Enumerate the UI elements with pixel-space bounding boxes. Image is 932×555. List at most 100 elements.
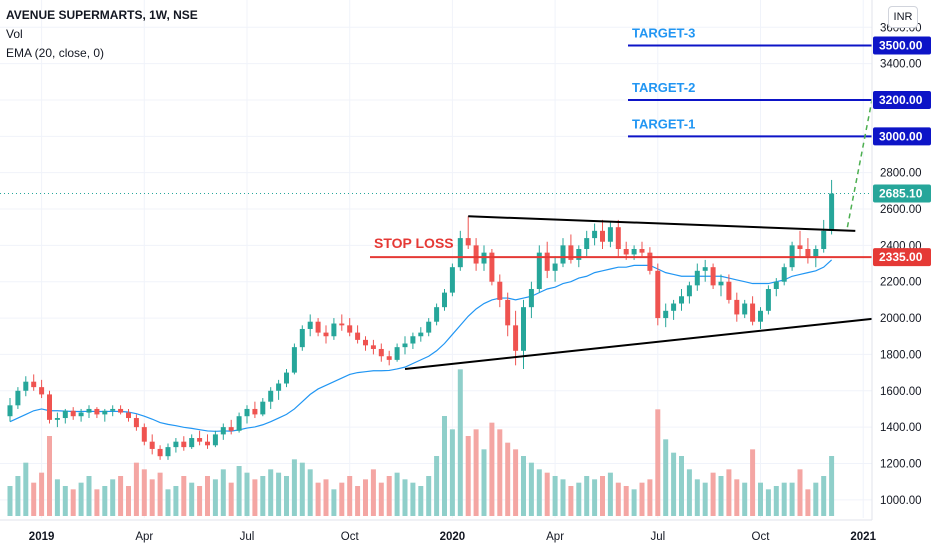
volume-bar [694,479,700,516]
candle [497,274,503,308]
candle [118,405,124,415]
volume-bar [773,486,779,516]
volume-bar [291,459,297,516]
candle [797,230,803,257]
volume-bar [197,486,203,516]
currency-button[interactable]: INR [888,6,918,28]
x-tick-label: Apr [546,531,564,543]
x-tick-label: Oct [341,531,360,543]
y-tick-label: 1400.00 [880,422,922,434]
candle-body [402,343,408,348]
candle [165,443,171,460]
volume-bar [118,476,124,516]
volume-bar [497,429,503,516]
volume-bar [765,489,771,516]
candle [584,230,590,257]
candle [181,436,187,451]
volume-bar [86,476,92,516]
candle [647,247,653,275]
candle-body [70,410,76,417]
volume-bar [102,486,108,516]
candle-body [679,296,684,304]
volume-bar [481,449,487,516]
y-tick-label: 2600.00 [880,204,922,216]
target-price-tag: 3200.00 [879,93,923,107]
candle-body [315,321,321,333]
candle [521,299,526,369]
volume-bar [600,476,605,516]
candle-body [702,267,708,271]
candle-body [276,383,282,391]
candle-body [765,288,771,311]
volume-bar [133,462,139,516]
volume-bar [521,456,526,516]
candle [86,405,92,419]
volume-bar [552,476,558,516]
candle [821,219,827,253]
candle-body [410,336,416,344]
candle [742,299,748,319]
volume-bar [220,469,226,516]
candle-body [607,227,613,242]
ema-line [9,259,833,432]
candle-body [205,441,210,446]
candle [773,278,779,297]
candle [110,405,116,417]
stop-loss-price-tag-bg [873,248,931,267]
candle-body [31,381,37,388]
x-tick-label: Oct [752,531,771,543]
volume-bar [576,482,582,516]
volume-bar [449,429,455,516]
candle [726,274,732,304]
candle [829,179,835,235]
volume-bar [212,479,218,516]
candle-body [552,263,558,271]
candle-body [513,325,519,351]
candle [758,307,763,329]
volume-bar [268,469,274,516]
lower-trendline [404,317,880,370]
candle-body [102,410,108,415]
candle-body [726,281,732,300]
candle [442,288,447,311]
candle-body [307,321,313,329]
y-tick-label: 3400.00 [880,59,922,71]
candle [489,249,495,286]
candle [141,423,147,446]
volume-bar [347,476,353,516]
candle-body [236,416,242,431]
volume-bar [23,462,29,516]
volume-bar [473,429,479,516]
candle [615,219,621,257]
y-tick-label: 2200.00 [880,277,922,289]
volume-bar [62,486,68,516]
candle-body [773,281,779,289]
candle [655,263,661,326]
candle-body [394,347,400,360]
volume-bar [70,489,76,516]
candle [331,318,337,340]
candle-body [378,348,384,357]
candle [347,318,353,337]
candle-body [347,325,353,333]
candle [197,430,203,446]
target-label: TARGET-1 [632,116,695,131]
candle [750,296,756,326]
candle-body [631,249,637,255]
volume-bar [173,486,179,516]
volume-bar [544,472,550,516]
ema-indicator-label: EMA (20, close, 0) [6,46,105,60]
volume-bar [323,479,329,516]
candle-body [212,434,218,446]
candle-body [78,412,84,417]
candle-body [386,356,392,360]
candle-body [758,310,763,322]
candle [276,379,282,400]
volume-bar [663,439,669,516]
volume-bar [528,462,534,516]
volume-bar [363,479,368,516]
candle [536,245,542,293]
candle-body [268,390,274,402]
candle-body [457,238,463,268]
